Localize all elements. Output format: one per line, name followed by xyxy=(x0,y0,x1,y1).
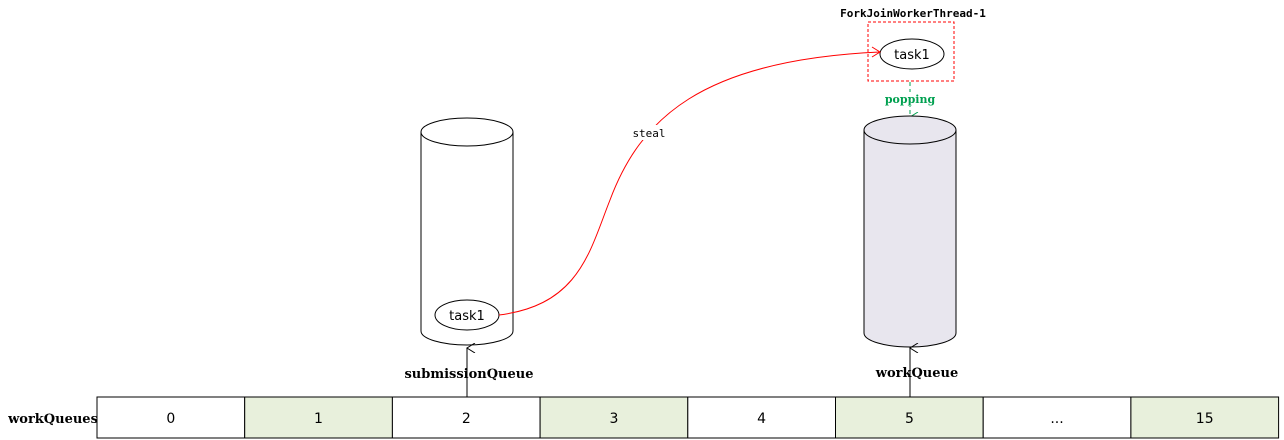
steal-label: steal xyxy=(632,127,665,140)
work-queue-slot-box xyxy=(835,396,984,439)
work-queue-slot-1: 1 xyxy=(244,396,393,439)
work-queue-slot-0: 0 xyxy=(96,396,246,439)
work-queue-slot-5: 5 xyxy=(835,396,984,439)
work-queue-slot-label: 5 xyxy=(905,411,914,427)
work-queue-slot-label: 1 xyxy=(314,411,323,427)
work-queue-slot-box xyxy=(391,396,541,439)
work-queue-slot-7: 15 xyxy=(1130,396,1280,439)
thread-box xyxy=(867,21,955,82)
submission-queue-cylinder xyxy=(420,117,514,346)
submission-queue-label: submissionQueue xyxy=(404,367,533,382)
popping-label-bg xyxy=(884,92,936,106)
work-queue-label: workQueue xyxy=(875,366,959,381)
popping-label: popping xyxy=(885,93,936,106)
work-queue-slot-box xyxy=(96,396,246,439)
work-queue-slot-label: 15 xyxy=(1196,411,1214,427)
work-queue-slot-label: 0 xyxy=(166,411,175,427)
work-queue-slot-4: 4 xyxy=(687,396,836,439)
steal-arrow xyxy=(498,51,881,316)
work-queue-slot-label: 3 xyxy=(609,411,618,427)
work-queue-slot-label: 4 xyxy=(757,411,766,427)
work-queue-slot-label: ... xyxy=(1050,411,1063,427)
work-queue-slot-3: 3 xyxy=(539,396,689,439)
work-queue-slot-6: ... xyxy=(982,396,1132,439)
work-queue-cylinder xyxy=(863,115,957,348)
work-queue-slot-label: 2 xyxy=(462,411,471,427)
thread-label: ForkJoinWorkerThread-1 xyxy=(840,7,986,20)
steal-arrow-head xyxy=(871,46,881,58)
submission-task-label: task1 xyxy=(449,309,485,324)
thread-task-ellipse xyxy=(879,38,945,70)
thread-task-label: task1 xyxy=(894,48,930,63)
work-queue-slot-box xyxy=(244,396,393,439)
work-queues-label: workQueues xyxy=(7,412,98,427)
work-queue-slot-box xyxy=(1130,396,1280,439)
work-queue-slot-2: 2 xyxy=(391,396,541,439)
steal-label-bg xyxy=(630,125,668,140)
work-queues-array: 0 1 2 3 4 5... 15 xyxy=(96,396,1280,439)
